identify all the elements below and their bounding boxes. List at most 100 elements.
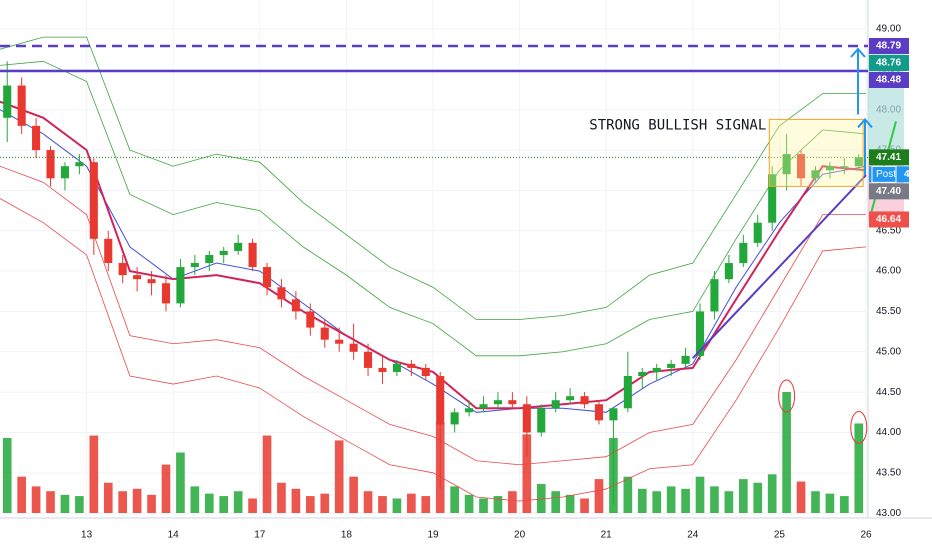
x-tick-label: 14 [168,530,180,541]
volume-bar [767,474,777,513]
target-arrow-head [857,117,873,129]
candle-body [724,263,733,280]
candle-body [768,174,777,223]
candle-body [378,367,387,372]
volume-bar [363,491,373,513]
candle-body [161,283,171,304]
volume-bar [450,486,459,513]
candle-body [825,166,834,171]
x-tick-label: 13 [81,530,93,541]
price-badge-label: 47.41 [876,152,901,163]
candle-body [176,267,185,304]
volume-bar [666,486,676,513]
annotation-text: STRONG BULLISH SIGNAL [589,117,766,133]
volume-bar [17,476,26,513]
volume-bar [681,488,690,513]
price-badge [869,71,909,88]
volume-bar [594,479,604,513]
candle-body [349,343,358,352]
y-tick-label: 43.50 [876,467,901,478]
volume-bar [2,437,12,513]
candle-body [262,267,272,288]
volume-bar [637,488,647,513]
candle-body [436,375,445,425]
post-tag-text: Post [876,169,896,180]
volume-bar [378,496,387,513]
x-tick-label: 25 [774,530,786,541]
candle-body [190,263,199,268]
candle-body [133,275,142,280]
candle-body [753,222,762,243]
volume-bar [565,494,575,513]
trendline [692,174,867,359]
candle-body [580,396,589,405]
candle-body [17,85,26,126]
volume-highlight [850,410,868,444]
candle-body [277,287,286,300]
volume-bar [89,435,99,513]
volume-bar [75,496,84,513]
volume-bar [132,488,142,513]
candle-body [205,254,214,264]
candle-body [421,367,430,376]
candle-body [118,263,127,276]
candle-body [147,279,156,284]
x-tick-label: 18 [341,530,353,541]
volume-bar [854,423,864,513]
candle-body [710,279,719,312]
candle-body [364,351,373,368]
indicator-line [0,109,867,413]
volume-bar [652,491,662,513]
volume-bar [103,482,113,513]
candle-body [782,154,791,175]
candle-body [811,170,820,179]
volume-bar [695,476,705,513]
candle-body [248,242,257,268]
volume-bar [551,491,561,513]
volume-bar [753,482,763,513]
volume-bar [334,440,344,513]
candle-body [104,238,113,264]
volume-bar [407,493,416,513]
signal-box [768,118,864,187]
price-badge-label: 48.76 [876,58,901,69]
candle-body [652,367,661,372]
volume-bar [392,498,402,513]
indicator-line [0,198,867,502]
volume-bar [825,493,835,513]
volume-bar [840,496,849,513]
volume-bar [46,491,55,513]
candle-body [537,408,546,433]
volume-bar [464,494,474,513]
x-tick-label: 20 [514,530,526,541]
candle-body [306,311,315,328]
x-tick-label: 17 [254,530,266,541]
volume-bar [782,392,791,513]
volume-bar [118,491,128,513]
x-tick-label: 24 [687,530,699,541]
candle-body [335,339,344,344]
volume-bar [724,491,734,513]
y-tick-label: 44.00 [876,427,901,438]
candle-body [508,400,517,405]
price-badge [869,149,909,166]
price-badge [869,211,909,228]
candle-body [291,299,300,312]
volume-bar [161,464,171,513]
price-badge-label: 47.40 [876,186,901,197]
candle-body [667,363,676,368]
target-arrow-head [850,47,866,58]
candle-body [465,408,474,413]
x-tick-label: 19 [427,530,439,541]
volume-bar [204,493,214,513]
volume-bar [248,498,257,513]
candle-body [493,400,502,405]
y-tick-label: 45.50 [876,306,901,317]
volume-bar [320,493,330,513]
price-badge-label: 48.48 [876,75,901,86]
candle-body [623,375,632,409]
candle-body [609,408,618,421]
volume-bar [738,479,748,513]
indicator-line [0,36,866,320]
